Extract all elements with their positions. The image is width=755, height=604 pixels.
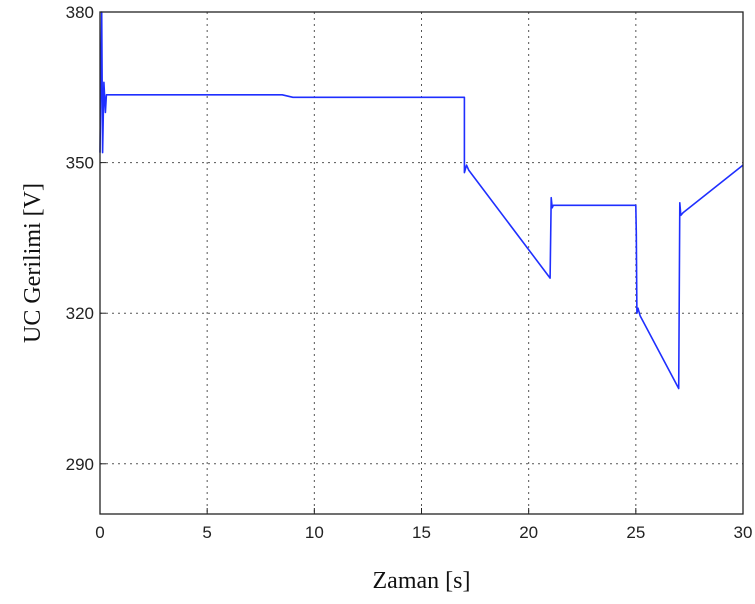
- x-tick-label: 15: [412, 523, 431, 542]
- x-tick-label: 30: [734, 523, 753, 542]
- y-tick-labels: 290 320 350 380: [66, 3, 94, 474]
- y-tick-label: 320: [66, 304, 94, 323]
- x-tick-label: 5: [202, 523, 211, 542]
- x-tick-label: 10: [305, 523, 324, 542]
- x-tick-label: 0: [95, 523, 104, 542]
- y-tick-label: 290: [66, 455, 94, 474]
- x-tick-label: 20: [519, 523, 538, 542]
- y-axis-label: UC Gerilimi [V]: [20, 183, 46, 343]
- grid-lines: [99, 11, 744, 514]
- y-tick-label: 350: [66, 154, 94, 173]
- series-layer: [99, 11, 744, 390]
- x-tick-label: 25: [626, 523, 645, 542]
- x-tick-labels: 0 5 10 15 20 25 30: [95, 523, 752, 542]
- y-tick-label: 380: [66, 3, 94, 22]
- x-axis-label: Zaman [s]: [373, 568, 471, 594]
- series-line: [99, 11, 744, 390]
- plot-frame: [99, 11, 744, 515]
